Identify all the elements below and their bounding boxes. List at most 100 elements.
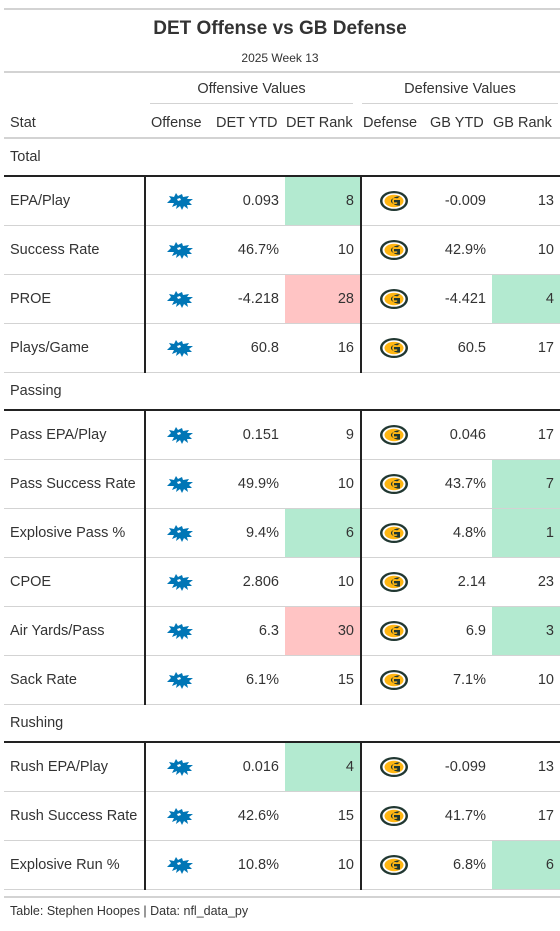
header-rule xyxy=(4,71,560,73)
det-ytd-cell: 46.7% xyxy=(213,225,285,275)
column-header-rule xyxy=(4,137,560,139)
detroit-lions-logo-icon xyxy=(144,176,213,226)
group-row: Total xyxy=(4,139,560,177)
gb-rank-cell: 3 xyxy=(492,606,560,656)
stat-name-cell: Pass EPA/Play xyxy=(4,410,145,460)
detroit-lions-logo-icon xyxy=(144,410,213,460)
green-bay-packers-logo-icon xyxy=(360,791,425,841)
green-bay-packers-logo-icon xyxy=(360,840,425,890)
top-rule xyxy=(4,8,560,10)
gb-rank-cell: 23 xyxy=(492,557,560,607)
stat-name-cell: Explosive Pass % xyxy=(4,508,145,558)
stats-grid: Total EPA/Play 0.093 8 -0.009 13 Success Rate 4… xyxy=(4,139,560,890)
gb-ytd-cell: 6.8% xyxy=(425,840,492,890)
group-row: Rushing xyxy=(4,704,560,743)
gb-ytd-cell: 41.7% xyxy=(425,791,492,841)
gb-ytd-cell: 2.14 xyxy=(425,557,492,607)
stat-name-cell: Success Rate xyxy=(4,225,145,275)
gb-rank-cell: 13 xyxy=(492,742,560,792)
detroit-lions-logo-icon xyxy=(144,606,213,656)
detroit-lions-logo-icon xyxy=(144,225,213,275)
stat-name-cell: Sack Rate xyxy=(4,655,145,705)
green-bay-packers-logo-icon xyxy=(360,323,425,373)
column-header-defense: Defense xyxy=(363,115,418,131)
column-header-gb-ytd: GB YTD xyxy=(430,115,484,131)
table-row: Pass EPA/Play 0.151 9 0.046 17 xyxy=(4,410,560,460)
gb-rank-cell: 13 xyxy=(492,176,560,226)
offensive-spanner-rule xyxy=(150,103,353,104)
det-ytd-cell: 0.151 xyxy=(213,410,285,460)
group-label: Passing xyxy=(4,372,560,411)
det-ytd-cell: 10.8% xyxy=(213,840,285,890)
green-bay-packers-logo-icon xyxy=(360,508,425,558)
gb-ytd-cell: -4.421 xyxy=(425,274,492,324)
gb-ytd-cell: 43.7% xyxy=(425,459,492,509)
green-bay-packers-logo-icon xyxy=(360,606,425,656)
table-row: EPA/Play 0.093 8 -0.009 13 xyxy=(4,176,560,226)
gb-ytd-cell: 42.9% xyxy=(425,225,492,275)
gb-ytd-cell: 0.046 xyxy=(425,410,492,460)
det-rank-cell: 9 xyxy=(285,410,361,460)
table-row: Rush EPA/Play 0.016 4 -0.099 13 xyxy=(4,742,560,792)
table-row: CPOE 2.806 10 2.14 23 xyxy=(4,557,560,607)
group-label: Total xyxy=(4,139,560,177)
table-subtitle: 2025 Week 13 xyxy=(241,51,319,65)
detroit-lions-logo-icon xyxy=(144,274,213,324)
gb-rank-cell: 10 xyxy=(492,655,560,705)
gb-rank-cell: 17 xyxy=(492,410,560,460)
table-source-note: Table: Stephen Hoopes | Data: nfl_data_p… xyxy=(10,904,249,918)
stat-name-cell: Air Yards/Pass xyxy=(4,606,145,656)
group-row: Passing xyxy=(4,372,560,411)
table-title: DET Offense vs GB Defense xyxy=(153,18,407,39)
column-header-gb-rank: GB Rank xyxy=(493,115,552,131)
gb-ytd-cell: 60.5 xyxy=(425,323,492,373)
table-row: PROE -4.218 28 -4.421 4 xyxy=(4,274,560,324)
stat-name-cell: Plays/Game xyxy=(4,323,145,373)
table-row: Explosive Run % 10.8% 10 6.8% 6 xyxy=(4,840,560,890)
det-ytd-cell: 49.9% xyxy=(213,459,285,509)
det-rank-cell: 10 xyxy=(285,459,361,509)
column-header-det-rank: DET Rank xyxy=(286,115,353,131)
column-header-offense: Offense xyxy=(151,115,202,131)
gb-ytd-cell: -0.099 xyxy=(425,742,492,792)
group-label: Rushing xyxy=(4,704,560,743)
table-row: Rush Success Rate 42.6% 15 41.7% 17 xyxy=(4,791,560,841)
gb-ytd-cell: 4.8% xyxy=(425,508,492,558)
gb-rank-cell: 17 xyxy=(492,323,560,373)
offensive-values-spanner: Offensive Values xyxy=(197,81,306,97)
det-rank-cell: 30 xyxy=(285,606,361,656)
stat-name-cell: Explosive Run % xyxy=(4,840,145,890)
stat-name-cell: PROE xyxy=(4,274,145,324)
defensive-spanner-rule xyxy=(362,103,558,104)
green-bay-packers-logo-icon xyxy=(360,459,425,509)
defensive-values-spanner: Defensive Values xyxy=(404,81,516,97)
det-rank-cell: 10 xyxy=(285,840,361,890)
stat-name-cell: CPOE xyxy=(4,557,145,607)
gb-ytd-cell: 6.9 xyxy=(425,606,492,656)
det-ytd-cell: -4.218 xyxy=(213,274,285,324)
det-ytd-cell: 9.4% xyxy=(213,508,285,558)
table-row: Plays/Game 60.8 16 60.5 17 xyxy=(4,323,560,373)
det-rank-cell: 10 xyxy=(285,225,361,275)
table-row: Explosive Pass % 9.4% 6 4.8% 1 xyxy=(4,508,560,558)
table-row: Pass Success Rate 49.9% 10 43.7% 7 xyxy=(4,459,560,509)
gb-rank-cell: 1 xyxy=(492,508,560,558)
gb-rank-cell: 10 xyxy=(492,225,560,275)
det-ytd-cell: 60.8 xyxy=(213,323,285,373)
det-ytd-cell: 0.016 xyxy=(213,742,285,792)
detroit-lions-logo-icon xyxy=(144,557,213,607)
det-rank-cell: 15 xyxy=(285,791,361,841)
stat-name-cell: Rush Success Rate xyxy=(4,791,145,841)
det-rank-cell: 10 xyxy=(285,557,361,607)
gb-rank-cell: 17 xyxy=(492,791,560,841)
detroit-lions-logo-icon xyxy=(144,791,213,841)
green-bay-packers-logo-icon xyxy=(360,176,425,226)
stat-name-cell: Rush EPA/Play xyxy=(4,742,145,792)
table-row: Air Yards/Pass 6.3 30 6.9 3 xyxy=(4,606,560,656)
gb-ytd-cell: -0.009 xyxy=(425,176,492,226)
det-ytd-cell: 6.3 xyxy=(213,606,285,656)
detroit-lions-logo-icon xyxy=(144,655,213,705)
green-bay-packers-logo-icon xyxy=(360,410,425,460)
stats-grid-body: Total EPA/Play 0.093 8 -0.009 13 Success Rate 4… xyxy=(4,139,560,890)
det-ytd-cell: 0.093 xyxy=(213,176,285,226)
